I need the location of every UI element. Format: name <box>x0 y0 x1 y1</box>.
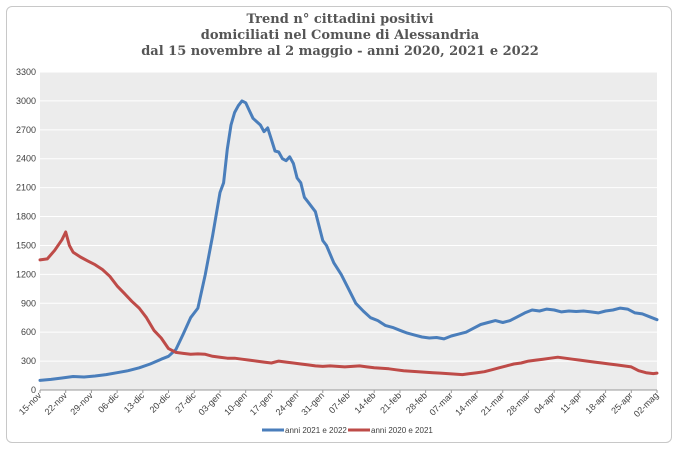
x-tick-label: 27-dic <box>173 390 198 415</box>
chart-title-line-3: dal 15 novembre al 2 maggio - anni 2020,… <box>141 44 539 59</box>
legend-label: anni 2021 e 2022 <box>285 426 347 435</box>
series-line-2 <box>38 230 659 377</box>
y-tick-label: 900 <box>21 298 36 308</box>
y-tick-label: 300 <box>21 356 36 366</box>
y-tick-label: 3000 <box>16 96 36 106</box>
x-tick-label: 02-mag <box>632 390 661 419</box>
x-tick-label: 17-gen <box>248 390 275 417</box>
x-tick-label: 28-feb <box>404 390 429 415</box>
y-tick-label: 1800 <box>16 212 36 222</box>
x-tick-label: 21-feb <box>378 390 403 415</box>
y-tick-label: 3300 <box>16 67 36 77</box>
y-tick-label: 2700 <box>16 125 36 135</box>
legend: anni 2021 e 2022 anni 2020 e 2021 <box>262 426 433 435</box>
x-tick-label: 10-gen <box>222 390 249 417</box>
y-tick-label: 1200 <box>16 269 36 279</box>
x-tick-label: 22-nov <box>43 390 70 417</box>
y-axis-ticks: 0 300 600 900 1200 1500 1800 2100 2400 2700 3000 33… <box>16 67 36 395</box>
y-tick-label: 2100 <box>16 183 36 193</box>
x-tick-label: 04-apr <box>532 390 557 415</box>
chart-title-line-1: Trend n° cittadini positivi <box>246 12 434 27</box>
x-tick-label: 29-nov <box>68 390 95 417</box>
x-tick-label: 14-mar <box>453 390 480 417</box>
x-tick-label: 31-gen <box>299 390 326 417</box>
plot-area <box>40 72 657 390</box>
y-tick-label: 1500 <box>16 240 36 250</box>
x-tick-label: 20-dic <box>148 390 173 415</box>
x-tick-label: 03-gen <box>196 390 223 417</box>
x-tick-label: 07-feb <box>327 390 352 415</box>
x-tick-label: 07-mar <box>428 390 455 417</box>
x-tick-label: 11-apr <box>558 390 583 415</box>
x-tick-label: 18-apr <box>584 390 609 415</box>
legend-label: anni 2020 e 2021 <box>371 426 433 435</box>
y-tick-label: 600 <box>21 327 36 337</box>
x-tick-label: 24-gen <box>274 390 301 417</box>
y-tick-label: 0 <box>31 385 36 395</box>
y-tick-label: 2400 <box>16 154 36 164</box>
x-tick-label: 06-dic <box>96 390 121 415</box>
chart-title-line-2: domiciliati nel Comune di Alessandria <box>200 28 480 43</box>
series-lines <box>38 99 659 382</box>
chart-title: Trend n° cittadini positivi domiciliati … <box>0 12 680 60</box>
series-line-1 <box>38 99 659 382</box>
x-tick-label: 14-feb <box>352 390 377 415</box>
x-tick-label: 13-dic <box>122 390 147 415</box>
x-tick-label: 21-mar <box>479 390 506 417</box>
x-axis-ticks: 15-nov 22-nov 29-nov 06-dic 13-dic 20-dic 27-d… <box>17 390 661 419</box>
x-tick-label: 28-mar <box>505 390 532 417</box>
